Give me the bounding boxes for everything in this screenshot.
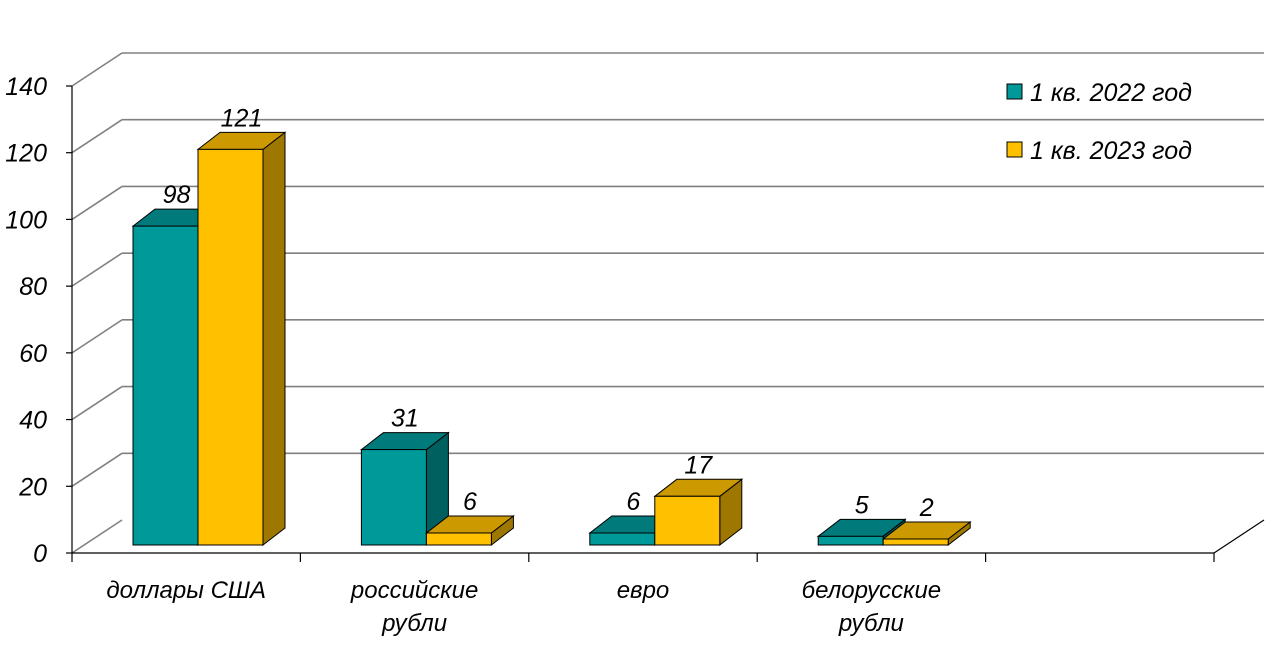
bars bbox=[131, 131, 972, 547]
y-tick-label: 20 bbox=[18, 473, 47, 501]
y-tick-label: 120 bbox=[5, 140, 47, 168]
gridline-diagonal bbox=[71, 119, 123, 154]
y-tick-label: 40 bbox=[19, 407, 47, 435]
data-label: 121 bbox=[221, 104, 263, 132]
bar bbox=[817, 535, 884, 546]
x-category-label: российские рубли bbox=[350, 577, 478, 637]
data-labels: 98 31 6 5 121 6 17 2 bbox=[163, 104, 934, 522]
axes: 0 20 40 60 80 100 120 140 доллары США российские р… bbox=[5, 73, 1265, 637]
data-label: 6 bbox=[626, 488, 640, 516]
data-label: 98 bbox=[163, 181, 191, 209]
data-label: 5 bbox=[855, 491, 869, 519]
bar bbox=[360, 449, 427, 546]
gridline-diagonal bbox=[71, 252, 123, 287]
bar bbox=[425, 532, 492, 546]
bar bbox=[654, 495, 721, 546]
y-tick-label: 100 bbox=[5, 206, 47, 234]
legend: 1 кв. 2022 год 1 кв. 2023 год bbox=[1006, 79, 1192, 165]
bar bbox=[132, 225, 199, 546]
legend-swatch bbox=[1006, 83, 1023, 100]
y-tick-label: 140 bbox=[5, 73, 47, 101]
gridline-diagonal bbox=[71, 185, 123, 221]
legend-label: 1 кв. 2022 год bbox=[1030, 79, 1192, 107]
gridline-diagonal bbox=[71, 385, 123, 421]
floor-right-edge bbox=[1213, 519, 1265, 554]
legend-swatch bbox=[1006, 141, 1023, 158]
gridline-diagonal bbox=[71, 319, 123, 354]
data-label: 31 bbox=[391, 405, 419, 433]
legend-label: 1 кв. 2023 год bbox=[1030, 137, 1192, 165]
gridline-diagonal bbox=[71, 519, 123, 554]
gridlines bbox=[71, 52, 1264, 554]
gridline-diagonal bbox=[71, 452, 123, 487]
data-label: 6 bbox=[463, 488, 477, 516]
data-label: 17 bbox=[684, 451, 713, 479]
data-label: 2 bbox=[919, 494, 934, 522]
x-category-label: евро bbox=[617, 577, 670, 604]
x-category-label: доллары США bbox=[106, 577, 266, 604]
gridline-diagonal bbox=[71, 52, 123, 87]
bar bbox=[589, 532, 656, 546]
x-category-label: белорусские рубли bbox=[802, 577, 942, 637]
y-tick-label: 80 bbox=[19, 273, 47, 301]
bar bbox=[882, 538, 949, 546]
y-tick-label: 0 bbox=[33, 540, 47, 568]
y-tick-label: 60 bbox=[19, 340, 47, 368]
bar bbox=[197, 148, 264, 546]
bar-side bbox=[262, 131, 286, 547]
